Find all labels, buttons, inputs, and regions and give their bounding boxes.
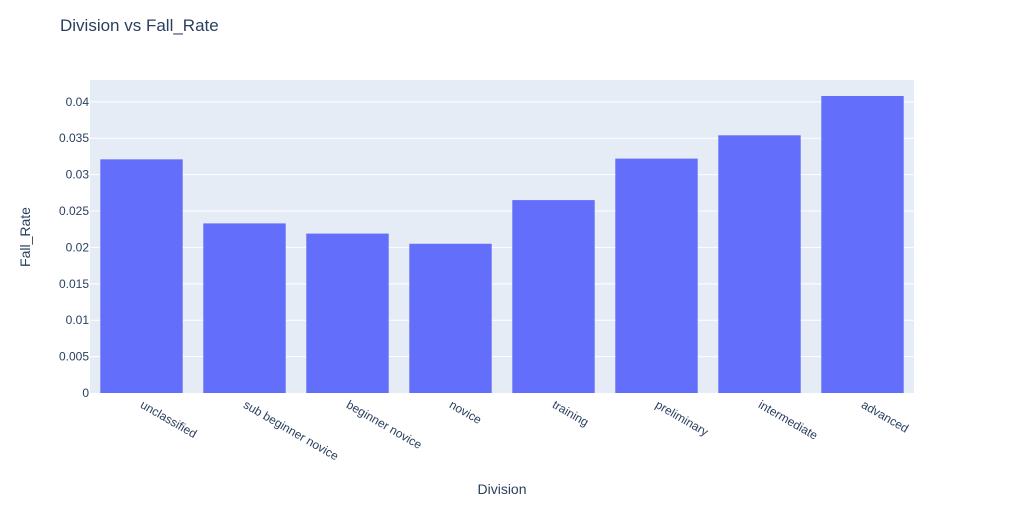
x-tick-label: beginner novice <box>344 397 425 452</box>
bar-novice <box>409 243 492 393</box>
bars <box>100 96 904 394</box>
bar-training <box>512 200 595 393</box>
y-tick-label: 0.005 <box>59 350 89 364</box>
bar-unclassified <box>100 159 183 393</box>
bar-preliminary <box>615 158 698 393</box>
y-tick-label: 0.035 <box>59 131 89 145</box>
bar-sub-beginner-novice <box>203 223 286 393</box>
x-axis-label: Division <box>477 481 526 497</box>
y-axis-label: Fall_Rate <box>17 207 33 267</box>
y-tick-label: 0.025 <box>59 204 89 218</box>
x-tick-label: unclassified <box>138 397 199 440</box>
y-tick-label: 0.03 <box>66 168 90 182</box>
x-tick-label: training <box>550 397 591 429</box>
bar-intermediate <box>718 135 801 393</box>
x-tick-label: advanced <box>859 397 911 435</box>
x-tick-label: intermediate <box>756 397 820 442</box>
x-tick-labels: unclassified sub beginner novice beginner … <box>138 397 911 463</box>
y-tick-label: 0.015 <box>59 277 89 291</box>
chart-title: Division vs Fall_Rate <box>60 16 219 35</box>
x-tick-label: novice <box>447 397 484 427</box>
x-tick-label: preliminary <box>653 397 711 438</box>
y-tick-label: 0.02 <box>66 240 90 254</box>
bar-advanced <box>821 96 904 394</box>
y-tick-labels: 0 0.005 0.01 0.015 0.02 0.025 0.03 0.035 0.04 <box>59 95 89 400</box>
y-tick-label: 0.04 <box>66 95 90 109</box>
y-tick-label: 0 <box>82 386 89 400</box>
bar-beginner-novice <box>306 233 389 393</box>
x-tick-label: sub beginner novice <box>241 397 341 463</box>
y-tick-label: 0.01 <box>66 313 90 327</box>
